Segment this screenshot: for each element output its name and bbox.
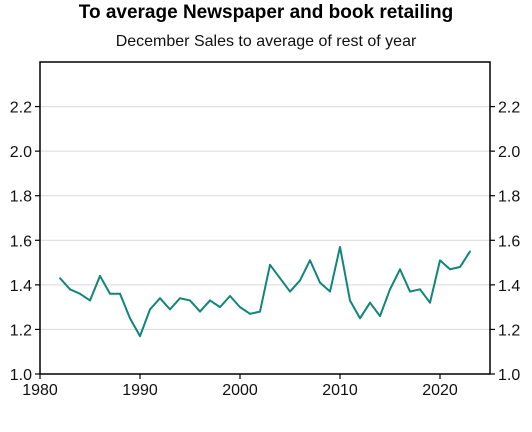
data-point	[99, 275, 101, 277]
data-point	[239, 306, 241, 309]
data-point	[179, 297, 181, 300]
data-point	[349, 299, 351, 302]
y-tick-label-right: 1.6	[498, 233, 520, 250]
data-point	[459, 266, 461, 268]
data-point	[289, 290, 291, 293]
data-point	[129, 317, 131, 320]
data-point	[469, 250, 471, 253]
data-point	[249, 312, 251, 315]
y-tick-label-right: 2.2	[498, 100, 520, 117]
y-axis-right: 1.0 1.2 1.4 1.6 1.8 2.0 2.2	[490, 100, 520, 384]
data-point	[189, 299, 191, 302]
data-point	[309, 259, 311, 262]
x-tick-label: 1990	[122, 382, 158, 399]
y-tick-label-left: 2.2	[10, 100, 32, 117]
data-point	[159, 297, 161, 300]
y-axis-left: 1.0 1.2 1.4 1.6 1.8 2.0 2.2	[10, 100, 40, 384]
data-point	[209, 299, 211, 302]
data-point	[149, 308, 151, 311]
data-point	[59, 277, 61, 280]
data-point	[299, 279, 301, 282]
y-tick-label-left: 1.2	[10, 322, 32, 339]
y-tick-label-left: 1.0	[10, 367, 32, 384]
y-tick-label-left: 1.4	[10, 278, 32, 295]
x-tick-label: 2010	[322, 382, 358, 399]
data-point	[269, 263, 271, 266]
y-tick-label-left: 1.6	[10, 233, 32, 250]
data-point	[319, 281, 321, 284]
series-layer	[59, 245, 471, 338]
data-point	[219, 306, 221, 309]
data-point	[399, 268, 401, 271]
data-point	[389, 288, 391, 291]
data-point	[379, 315, 381, 317]
data-point	[329, 290, 331, 293]
data-point	[449, 268, 451, 271]
y-tick-label-right: 1.4	[498, 278, 520, 295]
data-point	[369, 301, 371, 304]
y-tick-label-left: 1.8	[10, 189, 32, 206]
data-point	[69, 288, 71, 291]
data-point	[419, 288, 421, 291]
y-tick-label-right: 2.0	[498, 144, 520, 161]
chart-subtitle: December Sales to average of rest of yea…	[115, 33, 417, 50]
data-point	[169, 308, 171, 311]
x-tick-label: 2020	[422, 382, 458, 399]
grid-lines	[40, 106, 490, 330]
data-point	[139, 335, 141, 338]
data-point	[89, 299, 91, 302]
x-tick-label: 2000	[222, 382, 258, 399]
data-point	[119, 292, 121, 295]
y-tick-label-right: 1.0	[498, 367, 520, 384]
data-point	[359, 317, 361, 320]
y-tick-label-right: 1.2	[498, 322, 520, 339]
data-point	[229, 295, 231, 297]
data-point	[279, 277, 281, 280]
y-tick-label-right: 1.8	[498, 189, 520, 206]
x-axis: 1980 1990 2000 2010 2020	[22, 374, 458, 399]
plot-frame	[39, 61, 491, 375]
data-point	[79, 292, 81, 295]
data-point	[429, 301, 431, 304]
data-point	[339, 246, 341, 248]
y-tick-label-left: 2.0	[10, 144, 32, 161]
data-point	[439, 259, 441, 262]
chart-title: To average Newspaper and book retailing	[78, 2, 454, 23]
data-point	[199, 310, 201, 313]
series-line	[59, 245, 471, 338]
data-point	[259, 310, 261, 313]
data-point	[409, 290, 411, 293]
data-point	[109, 292, 111, 295]
x-tick-label: 1980	[22, 382, 58, 399]
